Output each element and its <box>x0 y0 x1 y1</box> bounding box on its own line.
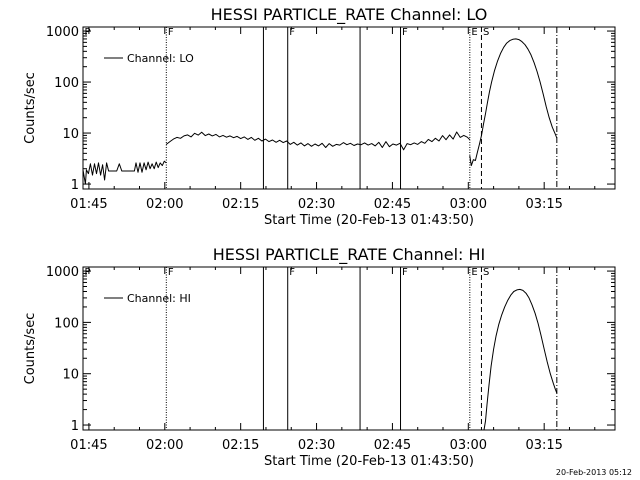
marker-flag: F <box>402 27 408 38</box>
y-tick-label: 10 <box>62 127 79 142</box>
series-line-lo-segment-2 <box>469 38 558 167</box>
x-axis-label: Start Time (20-Feb-13 01:43:50) <box>264 213 474 228</box>
series-line-hi-segment-0 <box>483 288 558 431</box>
x-tick-label: 02:30 <box>298 197 335 212</box>
x-tick-label: 02:00 <box>146 438 183 453</box>
x-tick-label: 03:00 <box>450 197 487 212</box>
x-axis-label: Start Time (20-Feb-13 01:43:50) <box>264 454 474 469</box>
series-line-lo-segment-1 <box>165 131 471 151</box>
x-tick-label: 03:15 <box>525 438 562 453</box>
y-tick-label: 1000 <box>46 265 79 280</box>
marker-flag: F <box>289 27 295 38</box>
y-tick-label: 100 <box>54 76 79 91</box>
legend-label: Channel: HI <box>127 292 191 305</box>
chart-title-hi: HESSI PARTICLE_RATE Channel: HI <box>213 245 486 265</box>
marker-flag: P <box>85 267 91 278</box>
x-tick-label: 02:15 <box>222 438 259 453</box>
y-tick-label: 100 <box>54 316 79 331</box>
x-tick-label: 03:00 <box>450 438 487 453</box>
marker-flag: F <box>289 267 295 278</box>
x-tick-label: 01:45 <box>70 197 107 212</box>
x-tick-label: 02:45 <box>374 197 411 212</box>
y-tick-label: 1000 <box>46 25 79 40</box>
x-tick-label: 01:45 <box>70 438 107 453</box>
marker-flag: S <box>483 267 489 278</box>
legend-label: Channel: LO <box>127 52 194 65</box>
marker-flag: E <box>471 27 477 38</box>
chart-panel-hi: HESSI PARTICLE_RATE Channel: HI 01:45 02:0… <box>23 245 616 469</box>
marker-flag: F <box>168 27 174 38</box>
plot-timestamp: 20-Feb-2013 05:12 <box>556 468 632 477</box>
marker-flag: P <box>85 27 91 38</box>
plot-frame-hi <box>82 266 616 431</box>
y-tick-label: 10 <box>62 368 79 383</box>
x-tick-label: 03:15 <box>525 197 562 212</box>
chart-title-lo: HESSI PARTICLE_RATE Channel: LO <box>211 5 488 25</box>
marker-flag: F <box>402 267 408 278</box>
marker-flag: F <box>168 267 174 278</box>
y-axis-label: Counts/sec <box>23 72 38 144</box>
series-line-lo-segment-0 <box>82 160 167 185</box>
x-tick-label: 02:30 <box>298 438 335 453</box>
marker-flag: S <box>483 27 489 38</box>
chart-panel-lo: HESSI PARTICLE_RATE Channel: LO 01:45 02:0… <box>23 5 616 228</box>
y-tick-label: 1 <box>71 419 79 434</box>
y-axis-label: Counts/sec <box>23 313 38 385</box>
marker-flag: E <box>471 267 477 278</box>
x-tick-label: 02:15 <box>222 197 259 212</box>
x-tick-label: 02:00 <box>146 197 183 212</box>
x-tick-label: 02:45 <box>374 438 411 453</box>
y-tick-label: 1 <box>71 178 79 193</box>
